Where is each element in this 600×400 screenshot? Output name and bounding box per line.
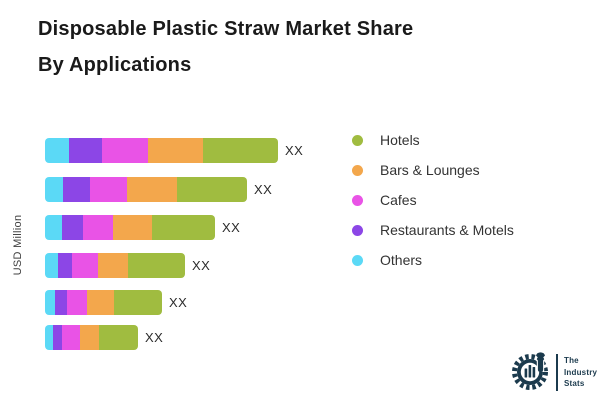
legend-dot xyxy=(352,224,363,236)
stacked-bar xyxy=(45,138,278,163)
legend-item-cafes: Cafes xyxy=(352,185,514,215)
bar-value-label: XX xyxy=(254,182,273,197)
bar-segment-restaurants-motels xyxy=(55,290,67,315)
legend-label: Others xyxy=(380,252,423,268)
chart-title-line2: By Applications xyxy=(38,54,192,76)
legend-item-restaurants-motels: Restaurants & Motels xyxy=(352,215,514,245)
bar-segment-restaurants-motels xyxy=(69,138,102,163)
chart-title-line1: Disposable Plastic Straw Market Share xyxy=(38,18,414,40)
logo-divider xyxy=(556,354,558,391)
bar-row: XX xyxy=(45,325,163,350)
bar-value-label: XX xyxy=(145,330,164,345)
legend-item-hotels: Hotels xyxy=(352,125,514,155)
bar-value-label: XX xyxy=(192,258,211,273)
legend-label: Cafes xyxy=(380,192,417,208)
bar-segment-cafes xyxy=(62,325,80,350)
bar-segment-bars-lounges xyxy=(127,177,177,202)
bar-row: XX xyxy=(45,138,303,163)
bar-segment-hotels xyxy=(114,290,162,315)
chart-title: Disposable Plastic Straw Market Share By … xyxy=(38,11,413,83)
bar-segment-others xyxy=(45,325,53,350)
stacked-bar xyxy=(45,253,185,278)
bar-segment-hotels xyxy=(128,253,185,278)
bar-row: XX xyxy=(45,253,210,278)
bar-row: XX xyxy=(45,290,187,315)
legend-label: Bars & Lounges xyxy=(380,162,480,178)
bar-segment-bars-lounges xyxy=(80,325,99,350)
legend-item-others: Others xyxy=(352,245,514,275)
bar-segment-cafes xyxy=(90,177,127,202)
bar-segment-hotels xyxy=(177,177,247,202)
bar-segment-restaurants-motels xyxy=(58,253,72,278)
bar-segment-cafes xyxy=(72,253,98,278)
legend-label: Hotels xyxy=(380,132,420,148)
bar-segment-restaurants-motels xyxy=(63,177,90,202)
legend-dot xyxy=(352,254,363,266)
logo-word-the: The xyxy=(564,356,579,366)
bar-segment-bars-lounges xyxy=(113,215,152,240)
stacked-bar xyxy=(45,177,247,202)
logo-wordmark: The Industry Stats xyxy=(564,355,597,390)
gear-wrench-icon xyxy=(511,349,552,396)
legend-item-bars-lounges: Bars & Lounges xyxy=(352,155,514,185)
stacked-bar xyxy=(45,215,215,240)
bar-segment-hotels xyxy=(152,215,215,240)
y-axis-label: USD Million xyxy=(12,214,24,276)
bar-row: XX xyxy=(45,177,272,202)
brand-logo: The Industry Stats xyxy=(511,349,597,396)
bar-segment-bars-lounges xyxy=(87,290,114,315)
bar-segment-restaurants-motels xyxy=(53,325,62,350)
stacked-bar xyxy=(45,290,162,315)
bar-segment-others xyxy=(45,215,62,240)
bar-segment-others xyxy=(45,290,55,315)
bar-segment-cafes xyxy=(83,215,113,240)
logo-word-industry: Industry xyxy=(564,367,598,377)
bar-value-label: XX xyxy=(169,295,188,310)
bar-segment-hotels xyxy=(99,325,138,350)
bar-segment-others xyxy=(45,138,69,163)
bar-segment-cafes xyxy=(102,138,148,163)
bar-segment-others xyxy=(45,253,58,278)
bar-segment-hotels xyxy=(203,138,278,163)
legend-dot xyxy=(352,194,363,206)
bar-segment-bars-lounges xyxy=(148,138,203,163)
bar-value-label: XX xyxy=(222,220,241,235)
stacked-bar xyxy=(45,325,138,350)
legend-dot xyxy=(352,134,363,146)
bar-segment-cafes xyxy=(67,290,87,315)
logo-word-stats: Stats xyxy=(564,379,585,389)
bar-segment-restaurants-motels xyxy=(62,215,83,240)
chart-legend: Hotels Bars & Lounges Cafes Restaurants & M… xyxy=(352,125,514,275)
bar-segment-others xyxy=(45,177,63,202)
bar-value-label: XX xyxy=(285,143,304,158)
bar-segment-bars-lounges xyxy=(98,253,128,278)
legend-label: Restaurants & Motels xyxy=(380,222,514,238)
legend-dot xyxy=(352,164,363,176)
bar-row: XX xyxy=(45,215,240,240)
